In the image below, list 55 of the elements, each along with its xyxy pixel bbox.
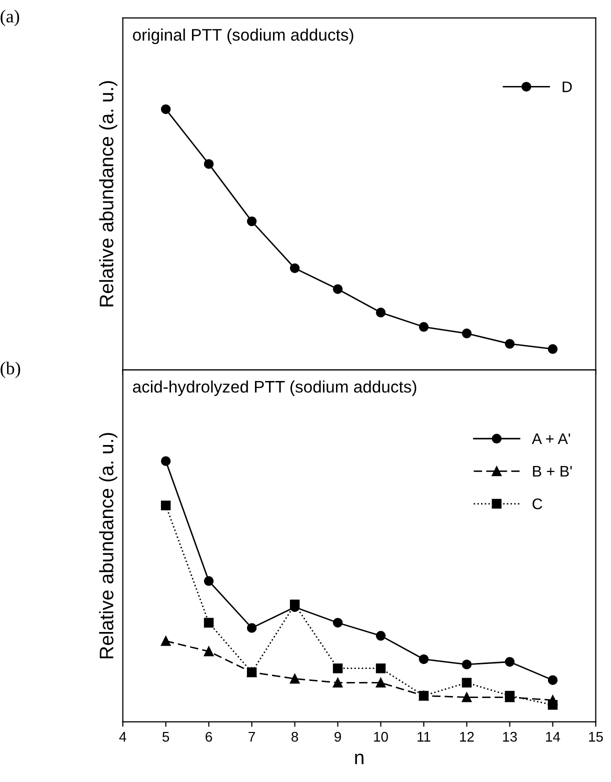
y-axis-title: Relative abundance (a. u.) bbox=[99, 432, 118, 658]
point bbox=[462, 660, 472, 670]
point bbox=[462, 678, 472, 688]
legend-label: C bbox=[532, 498, 542, 510]
x-tick-label: 14 bbox=[546, 732, 560, 742]
point bbox=[204, 576, 214, 586]
point bbox=[204, 159, 214, 169]
x-tick-label: 5 bbox=[162, 732, 170, 742]
x-tick-label: 6 bbox=[206, 732, 212, 742]
x-axis-title: n bbox=[355, 754, 364, 764]
point bbox=[504, 338, 515, 349]
point bbox=[160, 104, 171, 114]
point bbox=[160, 456, 171, 466]
chart-title: original PTT (sodium adducts) bbox=[132, 28, 354, 44]
point bbox=[376, 678, 386, 688]
x-tick-label: 7 bbox=[248, 732, 255, 742]
x-tick-label: 15 bbox=[589, 732, 603, 742]
point bbox=[290, 263, 300, 274]
x-tick-label: 13 bbox=[503, 732, 517, 742]
point bbox=[246, 216, 257, 226]
point bbox=[548, 700, 558, 710]
point bbox=[548, 344, 558, 354]
legend-label: D bbox=[562, 82, 572, 92]
text: (a) bbox=[0, 10, 20, 26]
point bbox=[376, 663, 386, 674]
x-tick-label: 4 bbox=[119, 732, 126, 742]
point bbox=[376, 630, 386, 641]
point bbox=[290, 600, 300, 610]
x-tick-label: 12 bbox=[460, 732, 474, 742]
point bbox=[376, 308, 386, 318]
y-axis-title: Relative abundance (a. u.) bbox=[99, 81, 118, 306]
point bbox=[418, 654, 429, 664]
point bbox=[332, 663, 343, 674]
text: (b) bbox=[0, 362, 20, 378]
point bbox=[332, 618, 343, 628]
legend-label: B + B' bbox=[533, 466, 572, 477]
point bbox=[290, 674, 300, 684]
point bbox=[204, 646, 214, 656]
x-tick-label: 11 bbox=[418, 732, 430, 742]
point bbox=[204, 618, 214, 628]
x-tick-label: 10 bbox=[374, 732, 388, 742]
point bbox=[246, 623, 257, 633]
chart-title: acid-hydrolyzed PTT (sodium adducts) bbox=[132, 380, 416, 396]
point bbox=[462, 692, 472, 702]
point bbox=[160, 636, 171, 646]
point bbox=[332, 678, 343, 688]
point bbox=[504, 656, 515, 667]
point bbox=[160, 500, 171, 510]
x-tick-label: 8 bbox=[292, 732, 298, 742]
point bbox=[418, 322, 429, 332]
point bbox=[462, 328, 472, 338]
legend-label: A + A' bbox=[532, 433, 570, 444]
point bbox=[548, 675, 558, 685]
point bbox=[332, 284, 343, 294]
x-tick-label: 9 bbox=[334, 732, 341, 742]
